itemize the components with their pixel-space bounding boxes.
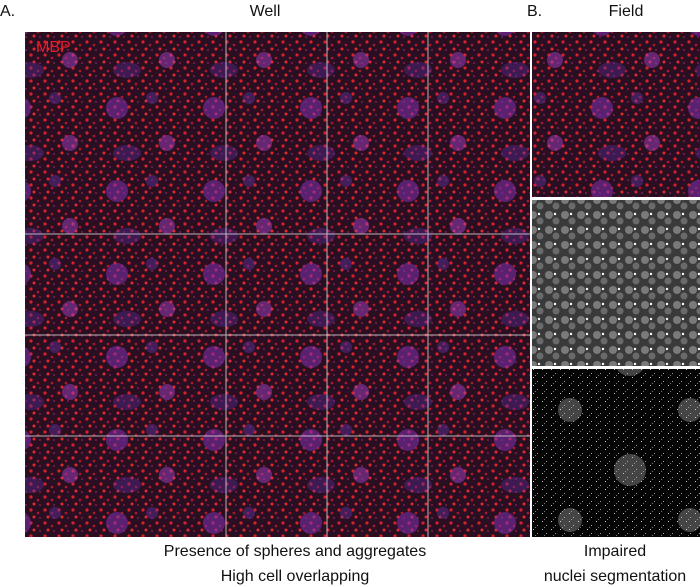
- panel-label: B.: [527, 3, 542, 20]
- panel-label: A.: [0, 3, 15, 20]
- panel-title: Field: [609, 3, 644, 20]
- caption-line: Impaired: [584, 543, 646, 560]
- field-images: [532, 32, 700, 537]
- panel-title: Well: [250, 3, 281, 20]
- well-image: [25, 32, 530, 537]
- stain-label: MBP: [36, 39, 71, 56]
- caption-line: nuclei segmentation: [544, 568, 686, 585]
- caption-line: High cell overlapping: [221, 568, 370, 585]
- caption-line: Presence of spheres and aggregates: [164, 543, 426, 560]
